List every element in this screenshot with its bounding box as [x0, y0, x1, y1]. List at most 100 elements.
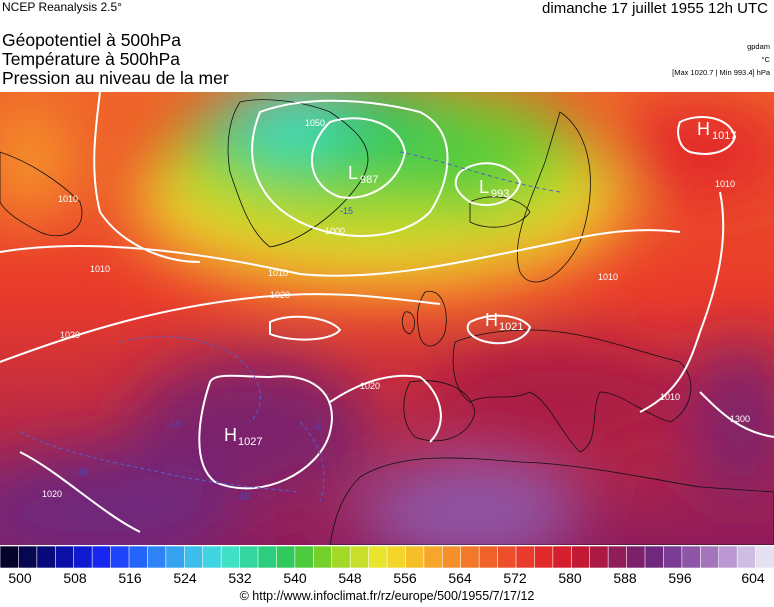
legend-swatch-30 — [552, 545, 573, 569]
legend-swatch-27 — [497, 545, 517, 569]
isotherm-a — [119, 336, 261, 423]
pressure-center-3-value: 1021 — [499, 321, 523, 333]
legend-swatch-39 — [718, 545, 738, 569]
pressure-center-4-value: 1027 — [238, 436, 262, 448]
legend-swatch-28 — [515, 545, 536, 569]
legend-tick-0: 500 — [8, 570, 32, 586]
british-isles-coast — [401, 290, 447, 347]
isobar-1010-north — [0, 229, 681, 277]
legend-swatch-1 — [18, 545, 38, 569]
units-block: gpdam °C [Max 1020.7 | Min 993.4] hPa — [672, 40, 770, 79]
legend-swatch-26 — [478, 545, 499, 569]
legend-swatch-7 — [128, 545, 149, 569]
isotherm-b — [19, 431, 301, 493]
isobar-1000-loop — [251, 99, 449, 237]
pressure-center-0-value: 1017 — [712, 130, 736, 142]
pressure-center-0-type: H — [697, 119, 710, 139]
unit-temperature: °C — [761, 55, 770, 64]
greenland-coast — [227, 99, 369, 248]
isobar-label-9: 1010 — [598, 272, 618, 282]
temperature-label-0: -10 — [168, 419, 181, 429]
legend-tick-1: 508 — [63, 570, 87, 586]
temperature-labels: -10 -10 -10 -5 -15 — [75, 206, 353, 501]
temperature-label-3: -5 — [313, 422, 321, 432]
legend-swatch-34 — [626, 545, 646, 569]
legend-swatch-35 — [644, 545, 665, 569]
legend-swatch-40 — [736, 545, 757, 569]
pressure-center-1-value: 987 — [360, 174, 378, 186]
legend-tick-10: 580 — [558, 570, 582, 586]
isobar-1027-high — [198, 374, 333, 490]
legend-swatch-21 — [386, 545, 407, 569]
isobar-label-5: 1010 — [90, 264, 110, 274]
legend-tick-8: 564 — [448, 570, 472, 586]
legend-tick-6: 548 — [338, 570, 362, 586]
legend-swatch-5 — [91, 545, 112, 569]
color-scale-legend — [0, 545, 774, 569]
pressure-centers: H 1017 L 987 L 993 H 1021 H 1027 — [224, 119, 736, 448]
legend-swatch-36 — [663, 545, 683, 569]
color-scale-ticks: 500 508 516 524 532 540 548 556 564 572 … — [0, 570, 774, 588]
title-geopotential: Géopotentiel à 500hPa — [2, 30, 182, 50]
pressure-center-2-type: L — [479, 177, 489, 197]
legend-swatch-14 — [257, 545, 278, 569]
isotherm-c — [399, 151, 561, 193]
pressure-center-1-type: L — [348, 163, 358, 183]
isobar-label-12: 1300 — [730, 414, 750, 424]
coastlines — [0, 99, 774, 545]
title-temperature: Température à 500hPa — [2, 49, 181, 69]
legend-tick-7: 556 — [393, 570, 417, 586]
weather-map-svg: H 1017 L 987 L 993 H 1021 H 1027 1050 10… — [0, 92, 774, 545]
isobar-label-0: 1050 — [305, 118, 325, 128]
isobar-label-8: 1000 — [325, 226, 345, 236]
title-pressure: Pression au niveau de la mer — [2, 68, 229, 88]
isobar-1020-atlantic — [0, 293, 441, 363]
isobars — [0, 92, 774, 533]
legend-swatch-10 — [183, 545, 204, 569]
legend-tick-13: 604 — [741, 570, 765, 586]
legend-swatch-18 — [331, 545, 351, 569]
legend-swatch-4 — [73, 545, 93, 569]
isobar-1010-west — [93, 92, 201, 263]
legend-swatch-25 — [460, 545, 480, 569]
isobar-1020-bay — [269, 315, 342, 341]
forecast-date-label: dimanche 17 juillet 1955 12h UTC — [542, 0, 768, 17]
legend-tick-5: 540 — [283, 570, 307, 586]
unit-geopotential: gpdam — [747, 42, 770, 51]
isobar-label-11: 1010 — [660, 392, 680, 402]
iberia-coast — [403, 380, 476, 442]
north-america-coast — [0, 151, 83, 237]
pressure-center-3-type: H — [485, 310, 498, 330]
pressure-center-2-value: 993 — [491, 188, 509, 200]
pressure-range: [Max 1020.7 | Min 993.4] hPa — [672, 68, 770, 77]
legend-swatch-22 — [405, 545, 425, 569]
legend-swatch-24 — [441, 545, 462, 569]
legend-tick-2: 516 — [118, 570, 142, 586]
model-source-label: NCEP Reanalysis 2.5° — [2, 0, 122, 14]
isobar-993-low — [454, 162, 522, 207]
source-url-link[interactable]: © http://www.infoclimat.fr/rz/europe/500… — [239, 589, 535, 603]
legend-tick-4: 532 — [228, 570, 252, 586]
isobar-1010-east — [639, 191, 725, 413]
isotherms — [19, 151, 561, 503]
isobar-label-2: 1010 — [268, 268, 288, 278]
legend-swatch-33 — [607, 545, 628, 569]
legend-tick-11: 588 — [613, 570, 637, 586]
scandinavia-coast — [516, 111, 591, 283]
isobar-1010-south — [19, 451, 141, 533]
isobar-1017-high — [677, 116, 737, 155]
africa-coast — [329, 457, 774, 545]
map-titles: Géopotentiel à 500hPa Température à 500h… — [2, 31, 229, 88]
europe-coast — [452, 329, 692, 453]
legend-swatch-32 — [589, 545, 609, 569]
temperature-label-4: -15 — [340, 206, 353, 216]
legend-swatch-37 — [681, 545, 702, 569]
legend-swatch-29 — [534, 545, 554, 569]
legend-swatch-13 — [239, 545, 259, 569]
legend-swatch-20 — [368, 545, 388, 569]
legend-swatch-19 — [349, 545, 370, 569]
isobar-labels: 1050 1010 1010 1020 1020 1010 1010 1020 … — [42, 118, 750, 499]
legend-swatch-9 — [165, 545, 186, 569]
isobar-1021-high — [466, 314, 532, 345]
pressure-center-4-type: H — [224, 425, 237, 445]
